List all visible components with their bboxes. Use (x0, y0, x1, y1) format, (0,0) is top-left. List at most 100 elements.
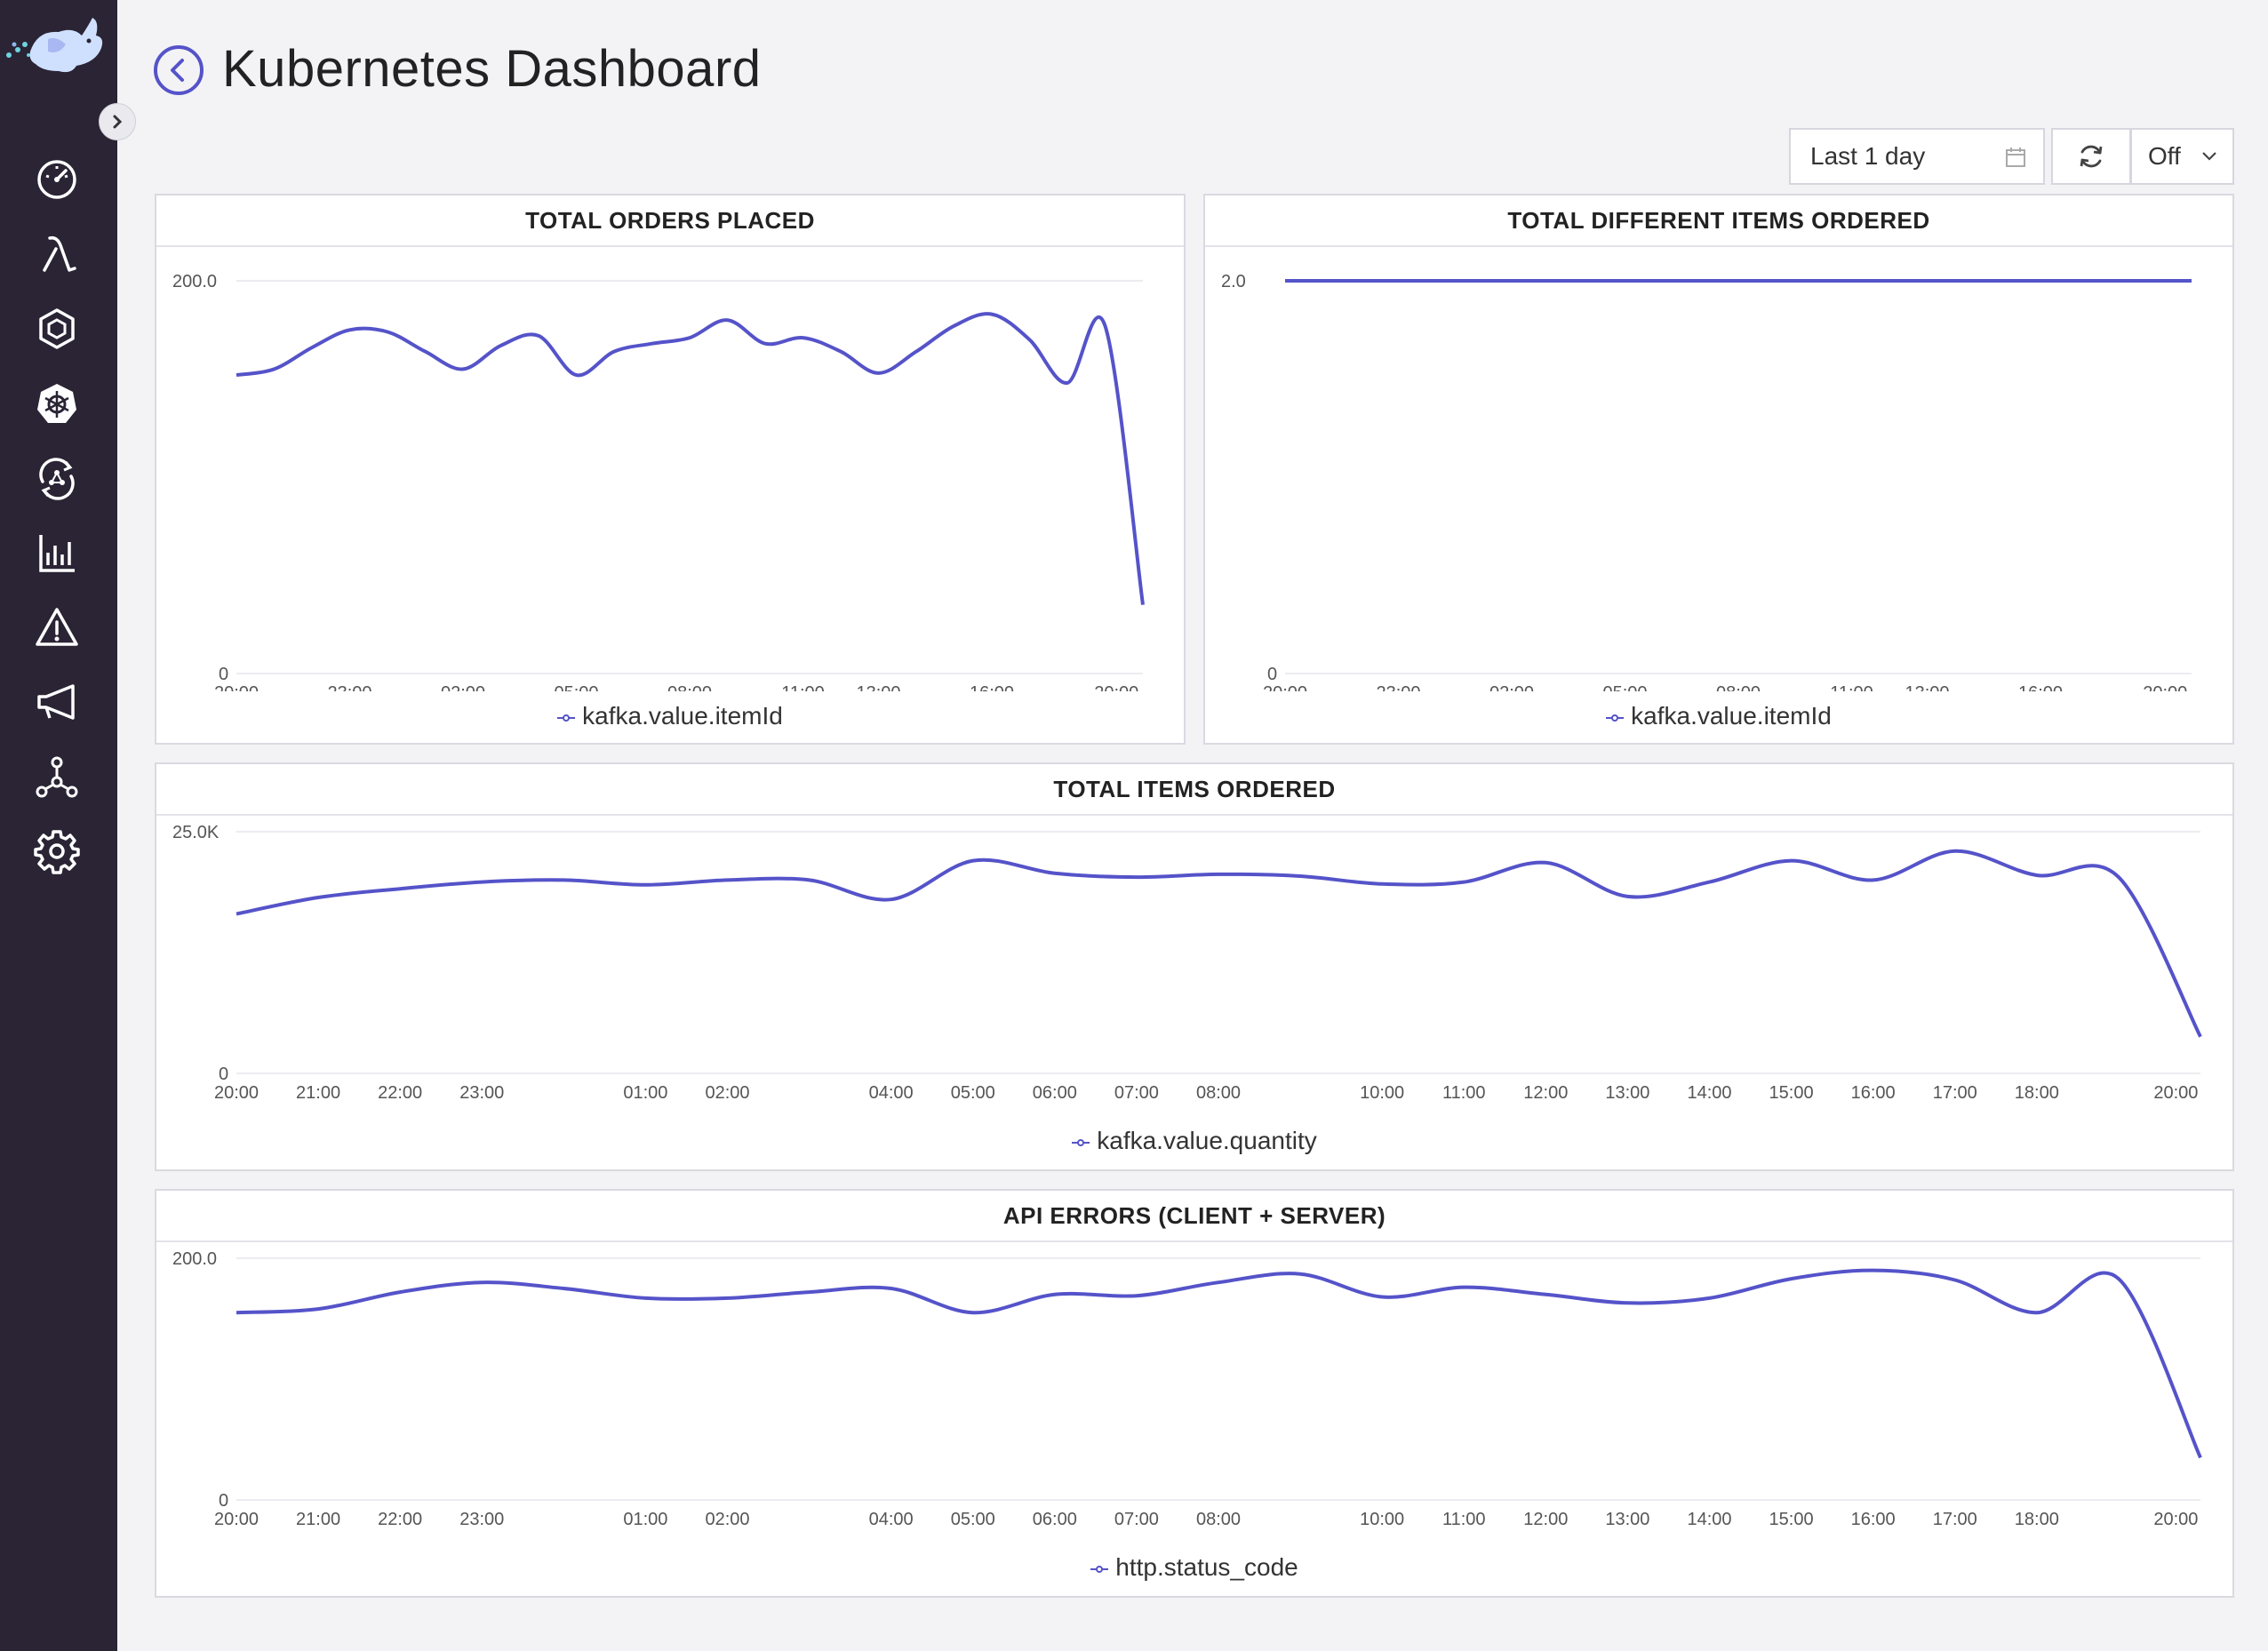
x-tick-label: 05:00 (951, 1083, 995, 1103)
x-tick-label: 15:00 (1769, 1083, 1814, 1103)
legend-marker-icon (1606, 714, 1625, 722)
x-tick-label: 02:00 (705, 1510, 749, 1529)
y-tick-label: 200.0 (172, 272, 217, 291)
chart-legend[interactable]: kafka.value.itemId (1205, 702, 2232, 730)
page-title: Kubernetes Dashboard (222, 40, 762, 98)
sidebar (0, 0, 117, 1651)
series-line (236, 312, 1145, 605)
legend-marker-icon (1090, 1565, 1109, 1573)
x-tick-label: 23:00 (459, 1083, 504, 1103)
gear-icon (34, 830, 80, 874)
x-tick-label: 05:00 (1602, 683, 1647, 691)
graph-nodes-icon (36, 756, 78, 798)
x-tick-label: 08:00 (1196, 1083, 1241, 1103)
y-tick-label: 0 (1267, 665, 1277, 684)
x-tick-label: 04:00 (869, 1510, 914, 1529)
x-tick-label: 16:00 (1851, 1510, 1896, 1529)
rabbit-logo-icon (6, 18, 103, 73)
lambda-icon (43, 235, 76, 272)
x-tick-label: 13:00 (1905, 683, 1949, 691)
refresh-icon (2080, 145, 2103, 168)
x-tick-label: 02:00 (441, 683, 485, 691)
hexagon-icon (39, 308, 75, 349)
cycle-network-icon (39, 458, 75, 500)
x-tick-label: 02:00 (705, 1083, 749, 1103)
x-tick-label: 20:00 (1094, 683, 1138, 691)
x-tick-label: 17:00 (1933, 1083, 1977, 1103)
sidebar-item-announcements[interactable] (25, 670, 89, 734)
x-tick-label: 06:00 (1033, 1510, 1077, 1529)
sidebar-item-topology[interactable] (25, 745, 89, 809)
x-tick-label: 16:00 (970, 683, 1014, 691)
series-line (236, 849, 2202, 1038)
panel-total-items-ordered: TOTAL ITEMS ORDERED 0 25.0K 20:00 21:00 22:0… (155, 762, 2234, 1171)
speedometer-icon (37, 160, 76, 199)
sidebar-item-kubernetes[interactable] (25, 371, 89, 435)
x-tick-label: 07:00 (1114, 1510, 1159, 1529)
chevron-down-icon (2202, 152, 2216, 161)
x-tick-label: 23:00 (459, 1510, 504, 1529)
sidebar-collapse-button[interactable] (99, 103, 136, 140)
line-chart: 0 200.0 20:00 23:00 02:00 05:00 08:00 11:00 13:0… (172, 272, 1145, 691)
legend-label: http.status_code (1115, 1553, 1298, 1581)
back-button[interactable] (153, 44, 204, 96)
x-tick-label: 20:00 (214, 1083, 259, 1103)
x-tick-label: 13:00 (856, 683, 900, 691)
y-tick-label: 0 (219, 665, 228, 684)
sidebar-item-metrics[interactable] (25, 521, 89, 585)
chart-legend[interactable]: kafka.value.quantity (156, 1127, 2232, 1155)
legend-marker-icon (1072, 1138, 1090, 1146)
refresh-interval-select[interactable]: Off (2130, 128, 2234, 185)
x-tick-label: 05:00 (554, 683, 598, 691)
panel-api-errors: API ERRORS (CLIENT + SERVER) 0 200.0 20:00… (155, 1189, 2234, 1598)
x-tick-label: 20:00 (2143, 683, 2187, 691)
x-tick-label: 18:00 (2015, 1083, 2059, 1103)
sidebar-item-lambda[interactable] (25, 222, 89, 286)
legend-label: kafka.value.itemId (1631, 702, 1832, 730)
x-tick-label: 08:00 (1196, 1510, 1241, 1529)
x-tick-label: 08:00 (1716, 683, 1761, 691)
refresh-button[interactable] (2051, 128, 2131, 185)
x-tick-label: 10:00 (1360, 1083, 1404, 1103)
y-tick-label: 200.0 (172, 1249, 217, 1269)
x-tick-label: 11:00 (781, 683, 825, 691)
x-tick-label: 18:00 (2015, 1510, 2059, 1529)
x-tick-label: 17:00 (1933, 1510, 1977, 1529)
x-tick-label: 20:00 (2153, 1083, 2198, 1103)
x-tick-label: 15:00 (1769, 1510, 1814, 1529)
chart-legend[interactable]: http.status_code (156, 1553, 2232, 1582)
sidebar-item-settings[interactable] (25, 819, 89, 883)
x-tick-label: 14:00 (1687, 1510, 1731, 1529)
legend-marker-icon (557, 714, 576, 722)
x-tick-label: 08:00 (667, 683, 712, 691)
chevron-right-icon (113, 115, 123, 129)
y-tick-label: 0 (219, 1491, 228, 1511)
x-tick-label: 22:00 (378, 1510, 422, 1529)
time-range-picker[interactable]: Last 1 day (1789, 128, 2045, 185)
x-tick-label: 07:00 (1114, 1083, 1159, 1103)
x-tick-label: 13:00 (1605, 1083, 1649, 1103)
time-range-label: Last 1 day (1810, 142, 1926, 170)
x-tick-label: 06:00 (1033, 1083, 1077, 1103)
x-tick-label: 20:00 (1263, 683, 1307, 691)
x-tick-label: 01:00 (623, 1510, 667, 1529)
x-tick-label: 16:00 (1851, 1083, 1896, 1103)
sidebar-item-dashboard[interactable] (25, 148, 89, 211)
series-line (236, 1268, 2202, 1459)
kubernetes-helm-icon (37, 384, 76, 423)
x-tick-label: 11:00 (1442, 1510, 1486, 1529)
warning-triangle-icon (36, 608, 78, 646)
sidebar-item-alerts[interactable] (25, 595, 89, 659)
legend-label: kafka.value.itemId (582, 702, 783, 730)
line-chart: 0 25.0K 20:00 21:00 22:00 23:00 01:00 02:00 04:0… (172, 823, 2202, 1103)
sidebar-item-containers[interactable] (25, 297, 89, 361)
sidebar-item-workflows[interactable] (25, 446, 89, 510)
x-tick-label: 20:00 (214, 683, 259, 691)
x-tick-label: 20:00 (214, 1510, 259, 1529)
y-tick-label: 2.0 (1221, 272, 1246, 291)
x-tick-label: 01:00 (623, 1083, 667, 1103)
panel-total-different-items-ordered: TOTAL DIFFERENT ITEMS ORDERED 0 2.0 20:00 2… (1203, 194, 2234, 745)
x-tick-label: 21:00 (296, 1083, 340, 1103)
chart-legend[interactable]: kafka.value.itemId (156, 702, 1184, 730)
line-chart: 0 200.0 20:00 21:00 22:00 23:00 01:00 02:00 04:0… (172, 1249, 2202, 1529)
